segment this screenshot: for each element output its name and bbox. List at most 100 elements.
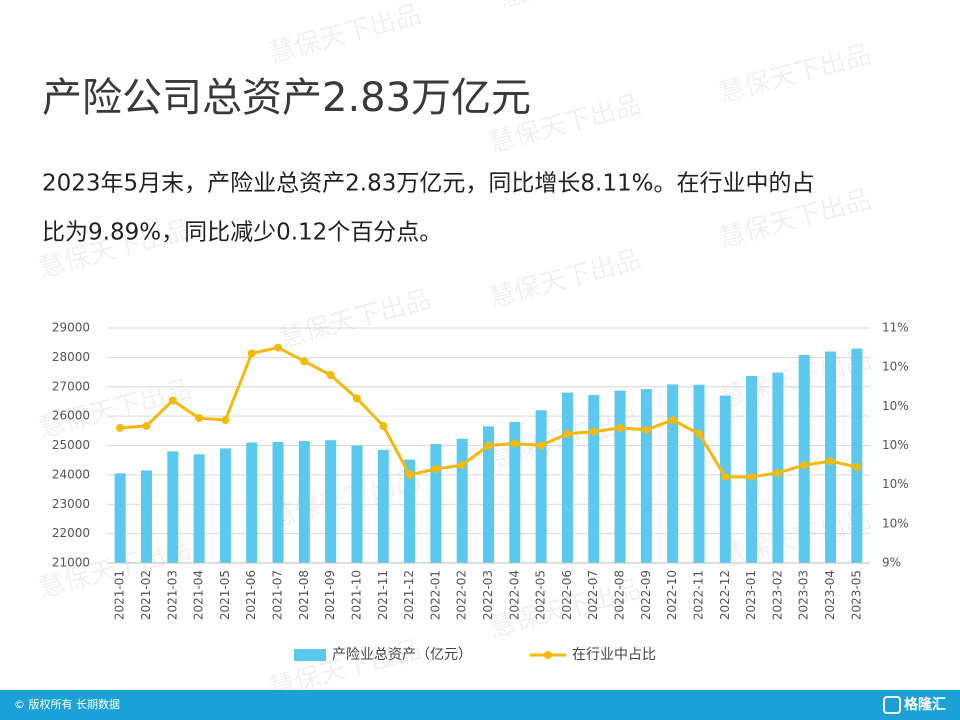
y-tick-label: 23000 [52, 497, 90, 511]
point [747, 472, 756, 481]
point [826, 457, 835, 466]
x-tick-label: 2023-05 [849, 570, 863, 620]
point [405, 470, 414, 479]
paragraph-line: 比为9.89%，同比减少0.12个百分点。 [42, 220, 442, 246]
point [510, 439, 519, 448]
footer-logo: 格隆汇 [904, 696, 946, 713]
x-tick-label: 2022-08 [613, 570, 627, 620]
bar [298, 441, 310, 563]
bar [588, 394, 600, 563]
x-tick-label: 2023-04 [823, 570, 837, 620]
x-tick-label: 2021-11 [376, 570, 390, 620]
x-tick-label: 2021-07 [271, 570, 285, 620]
point [195, 414, 204, 423]
x-tick-label: 2022-01 [428, 570, 442, 620]
x-tick-label: 2021-02 [139, 570, 153, 620]
bar [851, 348, 863, 563]
point [379, 421, 388, 430]
legend-label: 在行业中占比 [572, 647, 656, 663]
bar [193, 454, 205, 563]
bar [746, 375, 758, 563]
point [852, 463, 861, 472]
bar [246, 442, 258, 563]
paragraph-line: 2023年5月末，产险业总资产2.83万亿元，同比增长8.11%。在行业中的占 [42, 171, 814, 197]
bar [140, 470, 152, 563]
bar [430, 444, 442, 563]
legend-swatch [544, 651, 552, 659]
x-tick-label: 2022-05 [534, 570, 548, 620]
bar [114, 473, 126, 563]
x-tick-label: 2022-12 [718, 570, 732, 620]
y2-tick-label: 11% [882, 321, 909, 335]
y-tick-label: 27000 [52, 379, 90, 393]
y2-tick-label: 10% [882, 516, 909, 530]
bar [693, 384, 705, 563]
x-tick-label: 2022-04 [507, 570, 521, 620]
point [116, 423, 125, 432]
y2-tick-label: 10% [882, 360, 909, 374]
point [274, 343, 283, 352]
legend-label: 产险业总资产（亿元） [332, 647, 472, 663]
point [484, 441, 493, 450]
point [642, 425, 651, 434]
x-tick-label: 2021-05 [218, 570, 232, 620]
y-tick-label: 24000 [52, 467, 90, 481]
bar [325, 440, 337, 563]
point [800, 461, 809, 470]
point [537, 441, 546, 450]
point [168, 396, 177, 405]
bar [351, 445, 363, 563]
bar [167, 451, 179, 563]
bar [377, 449, 389, 563]
bar [535, 410, 547, 563]
x-tick-label: 2021-03 [165, 570, 179, 620]
point [247, 349, 256, 358]
point [721, 472, 730, 481]
y-tick-label: 28000 [52, 350, 90, 364]
y2-tick-label: 10% [882, 438, 909, 452]
y2-tick-label: 9% [882, 556, 901, 570]
y-tick-label: 21000 [52, 556, 90, 570]
bar [483, 426, 494, 563]
x-tick-label: 2022-06 [560, 570, 574, 620]
x-tick-label: 2022-10 [665, 570, 679, 620]
y-tick-label: 29000 [52, 321, 90, 335]
bar [798, 355, 810, 563]
x-tick-label: 2021-04 [192, 570, 206, 620]
y-tick-label: 26000 [52, 409, 90, 423]
bar [219, 448, 231, 563]
x-tick-label: 2022-03 [481, 570, 495, 620]
legend-swatch [294, 649, 326, 661]
footer-copyright: © 版权所有 长期数据 [14, 697, 120, 711]
bar [509, 422, 521, 563]
x-tick-label: 2022-09 [639, 570, 653, 620]
x-tick-label: 2021-10 [349, 570, 363, 620]
logo-icon [883, 696, 901, 714]
bar [640, 389, 652, 563]
bar [456, 438, 468, 563]
x-tick-label: 2021-01 [113, 570, 127, 620]
bar [772, 372, 784, 563]
y-tick-label: 22000 [52, 526, 90, 540]
point [300, 357, 309, 366]
x-tick-label: 2023-03 [797, 570, 811, 620]
bar [667, 384, 679, 563]
y-tick-label: 25000 [52, 438, 90, 452]
x-tick-label: 2022-11 [691, 570, 705, 620]
bar [614, 390, 626, 563]
point [694, 429, 703, 438]
y2-tick-label: 10% [882, 477, 909, 491]
point [458, 461, 467, 470]
point [773, 468, 782, 477]
x-tick-label: 2023-02 [770, 570, 784, 620]
point [352, 394, 361, 403]
point [616, 423, 625, 432]
x-tick-label: 2022-02 [455, 570, 469, 620]
point [589, 427, 598, 436]
point [142, 421, 151, 430]
x-tick-label: 2022-07 [586, 570, 600, 620]
x-tick-label: 2021-08 [297, 570, 311, 620]
slide-title: 产险公司总资产2.83万亿元 [42, 75, 531, 121]
bar [272, 441, 284, 563]
